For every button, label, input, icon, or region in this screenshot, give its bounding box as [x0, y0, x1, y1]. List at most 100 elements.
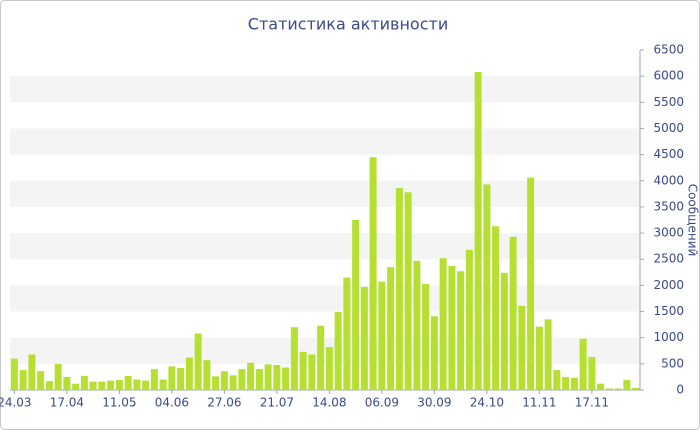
bar: [133, 379, 141, 390]
bar: [238, 369, 246, 390]
bar: [430, 316, 438, 390]
y-tick-label: 5500: [653, 95, 684, 109]
bar: [28, 354, 36, 390]
x-tick-label: 27.06: [207, 396, 241, 410]
bar: [448, 266, 456, 390]
bar: [492, 226, 500, 390]
bar: [282, 367, 290, 390]
y-tick-label: 5000: [653, 121, 684, 135]
bar: [334, 312, 342, 390]
bar: [203, 360, 211, 390]
bar: [89, 381, 97, 390]
bar: [457, 271, 465, 390]
bar: [168, 366, 176, 390]
bar: [45, 381, 53, 390]
bar: [273, 364, 281, 390]
y-tick-label: 6500: [653, 43, 684, 57]
x-tick-label: 06.09: [365, 396, 399, 410]
y-tick-label: 2500: [653, 252, 684, 266]
y-tick-label: 4000: [653, 173, 684, 187]
bar: [159, 379, 167, 390]
x-tick-label: 11.11: [522, 396, 556, 410]
bar: [212, 376, 220, 390]
y-tick-label: 1500: [653, 304, 684, 318]
x-tick-label: 11.05: [102, 396, 136, 410]
bar: [115, 380, 123, 390]
bar: [553, 370, 561, 390]
bar: [54, 363, 62, 390]
x-tick-label: 24.10: [470, 396, 504, 410]
bar: [605, 388, 613, 390]
bar: [19, 370, 27, 390]
grid-band: [10, 337, 640, 364]
bar: [63, 376, 71, 390]
chart-title: Статистика активности: [248, 15, 448, 34]
bar: [465, 249, 473, 390]
bar: [360, 286, 368, 390]
y-axis-label: Сообщений: [686, 184, 700, 257]
bar: [623, 380, 631, 390]
bar: [325, 347, 333, 390]
bar: [124, 375, 132, 390]
bar: [150, 369, 158, 390]
bar: [10, 358, 18, 390]
y-tick-label: 4500: [653, 147, 684, 161]
bar: [387, 267, 395, 390]
bar: [177, 368, 185, 390]
bar: [185, 357, 193, 390]
grid-band: [10, 285, 640, 312]
bar: [229, 375, 237, 390]
bar: [220, 371, 228, 390]
bar: [535, 326, 543, 390]
bar: [579, 338, 587, 390]
x-tick-label: 21.07: [260, 396, 294, 410]
bar: [544, 319, 552, 390]
y-tick-label: 500: [661, 356, 684, 370]
bar: [72, 383, 80, 390]
bar: [369, 157, 377, 390]
bar: [404, 192, 412, 390]
x-tick-label: 24.03: [0, 396, 32, 410]
bar: [509, 236, 517, 390]
bar: [98, 381, 106, 390]
y-tick-label: 6000: [653, 69, 684, 83]
bar: [247, 362, 255, 390]
x-tick-label: 17.11: [575, 396, 609, 410]
bar: [518, 305, 526, 390]
bar: [500, 272, 508, 390]
bar: [632, 387, 640, 390]
bar: [308, 354, 316, 390]
bar: [343, 277, 351, 390]
bar: [588, 357, 596, 390]
grid-band: [10, 233, 640, 260]
bar: [597, 383, 605, 390]
bar: [474, 71, 482, 390]
bar: [483, 184, 491, 390]
bar: [194, 333, 202, 390]
bar: [395, 188, 403, 390]
grid-band: [10, 128, 640, 155]
y-tick-label: 2000: [653, 278, 684, 292]
bar: [290, 327, 298, 390]
bar: [264, 364, 272, 390]
bar: [570, 377, 578, 390]
bar: [352, 220, 360, 390]
bar: [413, 260, 421, 390]
bar: [439, 258, 447, 390]
y-tick-label: 1000: [653, 330, 684, 344]
grid-band: [10, 76, 640, 103]
x-tick-label: 14.08: [312, 396, 346, 410]
bar: [527, 177, 535, 390]
bar: [80, 375, 88, 390]
bar: [317, 325, 325, 390]
grid-band: [10, 180, 640, 207]
bar: [142, 380, 150, 390]
y-tick-label: 3500: [653, 199, 684, 213]
bar: [378, 281, 386, 390]
y-tick-label: 0: [676, 383, 684, 397]
bar: [614, 388, 622, 390]
x-tick-label: 30.09: [417, 396, 451, 410]
bar: [37, 371, 45, 390]
